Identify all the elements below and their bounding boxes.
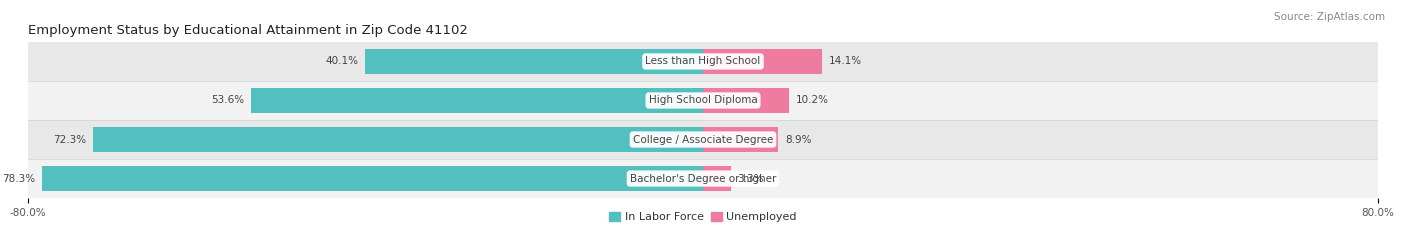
Text: 14.1%: 14.1% bbox=[828, 56, 862, 66]
Bar bbox=[703, 88, 789, 113]
Bar bbox=[28, 42, 1378, 81]
Text: Employment Status by Educational Attainment in Zip Code 41102: Employment Status by Educational Attainm… bbox=[28, 24, 468, 37]
Text: Bachelor's Degree or higher: Bachelor's Degree or higher bbox=[630, 174, 776, 184]
Bar bbox=[250, 88, 703, 113]
Text: 10.2%: 10.2% bbox=[796, 96, 828, 106]
Bar bbox=[28, 159, 1378, 198]
Text: Less than High School: Less than High School bbox=[645, 56, 761, 66]
Text: 78.3%: 78.3% bbox=[3, 174, 35, 184]
Bar bbox=[28, 81, 1378, 120]
Bar bbox=[703, 127, 778, 152]
Text: 72.3%: 72.3% bbox=[53, 134, 86, 144]
Text: 8.9%: 8.9% bbox=[785, 134, 811, 144]
Bar bbox=[28, 120, 1378, 159]
Text: High School Diploma: High School Diploma bbox=[648, 96, 758, 106]
Text: 3.3%: 3.3% bbox=[738, 174, 763, 184]
Bar bbox=[364, 49, 703, 74]
Bar bbox=[703, 49, 823, 74]
Text: 40.1%: 40.1% bbox=[325, 56, 359, 66]
Text: 53.6%: 53.6% bbox=[211, 96, 245, 106]
Legend: In Labor Force, Unemployed: In Labor Force, Unemployed bbox=[605, 208, 801, 227]
Text: Source: ZipAtlas.com: Source: ZipAtlas.com bbox=[1274, 12, 1385, 22]
Bar bbox=[42, 166, 703, 191]
Text: College / Associate Degree: College / Associate Degree bbox=[633, 134, 773, 144]
Bar bbox=[93, 127, 703, 152]
Bar bbox=[703, 166, 731, 191]
